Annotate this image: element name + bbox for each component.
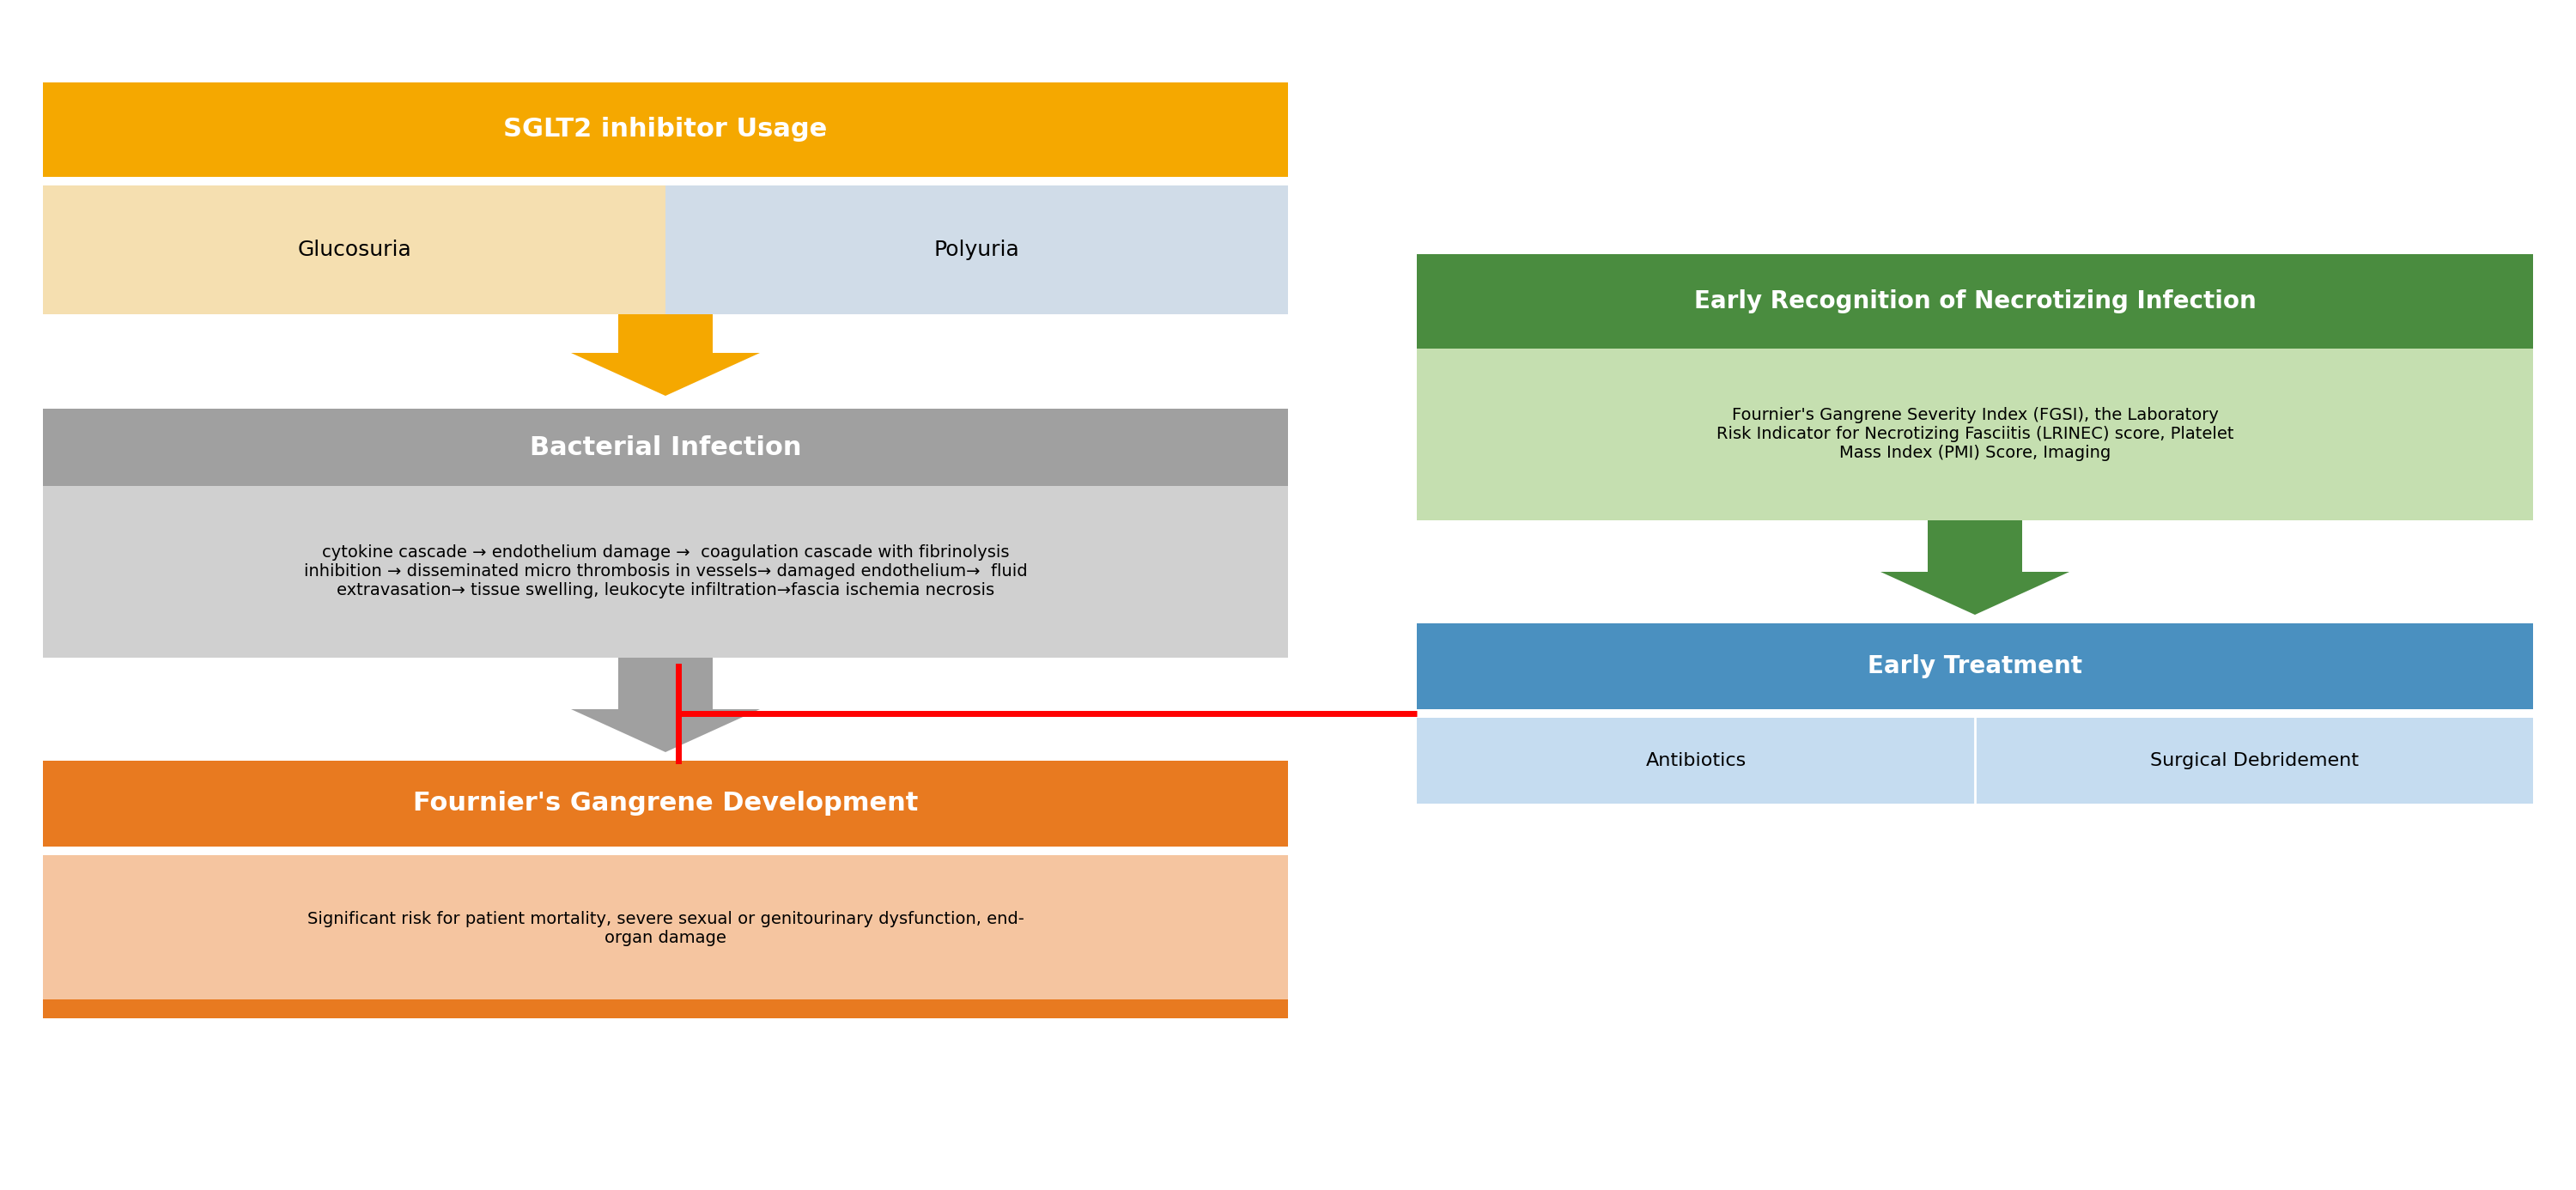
Text: Polyuria: Polyuria <box>935 239 1020 261</box>
FancyBboxPatch shape <box>44 186 665 314</box>
FancyBboxPatch shape <box>1417 349 2532 520</box>
Text: Surgical Debridement: Surgical Debridement <box>2148 752 2360 769</box>
FancyBboxPatch shape <box>44 1000 1288 1019</box>
Text: Fournier's Gangrene Severity Index (FGSI), the Laboratory
Risk Indicator for Nec: Fournier's Gangrene Severity Index (FGSI… <box>1716 407 2233 462</box>
FancyBboxPatch shape <box>665 186 1288 314</box>
Text: Early Recognition of Necrotizing Infection: Early Recognition of Necrotizing Infecti… <box>1695 289 2257 313</box>
Text: Antibiotics: Antibiotics <box>1646 752 1747 769</box>
Polygon shape <box>1880 520 2069 615</box>
FancyBboxPatch shape <box>44 486 1288 658</box>
FancyBboxPatch shape <box>1976 718 2532 803</box>
Text: Significant risk for patient mortality, severe sexual or genitourinary dysfuncti: Significant risk for patient mortality, … <box>307 910 1023 946</box>
FancyBboxPatch shape <box>44 856 1288 1001</box>
Text: cytokine cascade → endothelium damage →  coagulation cascade with fibrinolysis
i: cytokine cascade → endothelium damage → … <box>304 545 1028 599</box>
Text: Fournier's Gangrene Development: Fournier's Gangrene Development <box>412 791 917 816</box>
FancyBboxPatch shape <box>44 82 1288 177</box>
FancyBboxPatch shape <box>1417 624 2532 709</box>
FancyBboxPatch shape <box>44 408 1288 486</box>
FancyBboxPatch shape <box>1417 718 1976 803</box>
Text: Bacterial Infection: Bacterial Infection <box>531 434 801 459</box>
Polygon shape <box>572 314 760 396</box>
Text: SGLT2 inhibitor Usage: SGLT2 inhibitor Usage <box>502 117 827 142</box>
Text: Glucosuria: Glucosuria <box>296 239 412 261</box>
FancyBboxPatch shape <box>44 760 1288 846</box>
Polygon shape <box>572 658 760 752</box>
FancyBboxPatch shape <box>1417 255 2532 349</box>
Text: Early Treatment: Early Treatment <box>1868 654 2081 678</box>
